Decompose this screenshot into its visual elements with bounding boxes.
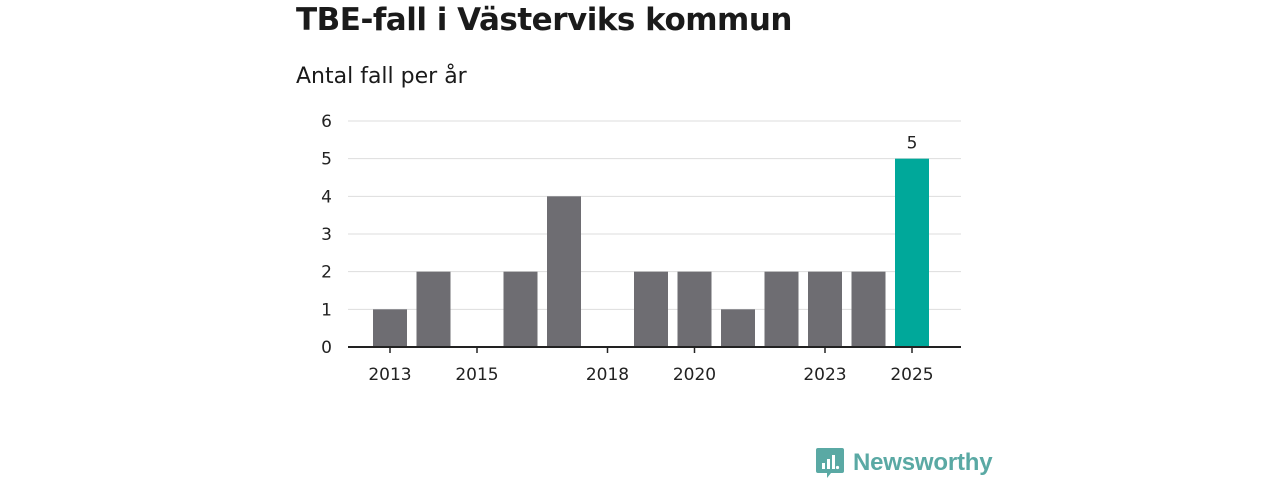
x-tick-label-2025: 2025 [890, 365, 933, 385]
x-tick-label-2023: 2023 [803, 365, 846, 385]
y-tick-label-4: 4 [321, 187, 332, 207]
bar-2020 [677, 271, 712, 347]
x-tick-label-2015: 2015 [455, 365, 498, 385]
x-tick-label-2018: 2018 [586, 365, 629, 385]
data-labels: 5 [907, 134, 918, 154]
brand-name: Newsworthy [853, 449, 993, 476]
newsworthy-logo-icon [816, 448, 844, 478]
bar-2014 [416, 271, 451, 347]
bars [373, 158, 929, 347]
bar-2021 [721, 309, 755, 347]
bar-2017 [547, 196, 581, 347]
bar-2013 [373, 309, 407, 347]
x-tick-label-2013: 2013 [368, 365, 411, 385]
y-axis-ticks: 0 1 2 3 4 5 6 [321, 112, 332, 358]
bar-2022 [764, 271, 799, 347]
brand-footer: Newsworthy [815, 447, 993, 479]
bar-2019 [634, 271, 668, 347]
y-tick-label-3: 3 [321, 225, 332, 245]
bar-2024 [851, 271, 886, 347]
data-label-2025: 5 [907, 134, 918, 154]
x-tick-label-2020: 2020 [673, 365, 716, 385]
x-axis-ticks: 2013 2015 2018 2020 2023 2025 [368, 347, 934, 385]
chart-title: TBE-fall i Västerviks kommun [296, 2, 793, 38]
y-tick-label-0: 0 [321, 338, 332, 358]
bar-2025 [895, 158, 929, 347]
bar-2023 [808, 271, 842, 347]
y-tick-label-1: 1 [321, 300, 332, 320]
y-tick-label-6: 6 [321, 112, 332, 132]
bar-2016 [503, 271, 538, 347]
y-tick-label-5: 5 [321, 150, 332, 170]
chart-subtitle: Antal fall per år [296, 64, 467, 89]
y-tick-label-2: 2 [321, 263, 332, 283]
